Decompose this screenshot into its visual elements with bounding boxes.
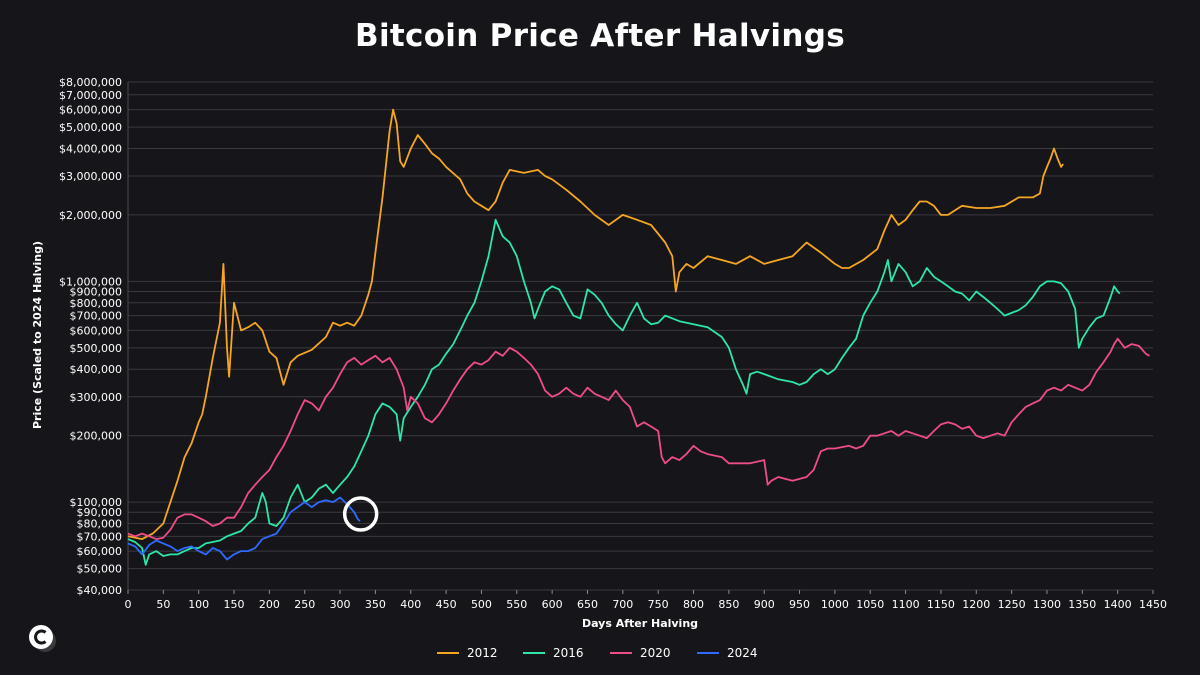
y-tick-label: $80,000 bbox=[77, 518, 123, 531]
legend-label: 2012 bbox=[467, 646, 498, 660]
x-tick-label: 100 bbox=[188, 598, 209, 611]
legend: 2012 2016 2020 2024 bbox=[437, 646, 758, 660]
legend-item-2016: 2016 bbox=[523, 646, 584, 660]
y-axis-label: Price (Scaled to 2024 Halving) bbox=[31, 241, 44, 429]
brand-logo-icon bbox=[26, 622, 56, 652]
y-tick-label: $8,000,000 bbox=[59, 76, 122, 89]
x-tick-label: 1300 bbox=[1033, 598, 1061, 611]
x-tick-label: 0 bbox=[125, 598, 132, 611]
y-tick-label: $800,000 bbox=[70, 297, 123, 310]
series-line-2016 bbox=[127, 218, 1121, 566]
series-line-2024 bbox=[127, 496, 361, 561]
y-tick-label: $3,000,000 bbox=[59, 170, 122, 183]
y-tick-label: $6,000,000 bbox=[59, 104, 122, 117]
x-tick-label: 350 bbox=[365, 598, 386, 611]
y-tick-label: $90,000 bbox=[77, 506, 123, 519]
legend-label: 2016 bbox=[553, 646, 584, 660]
x-tick-labels: 0 50 100 150 200 250 300 350 400 450 500 550 600 650 7… bbox=[125, 598, 1168, 611]
annotation-layer bbox=[342, 496, 379, 532]
chart-title: Bitcoin Price After Halvings bbox=[355, 18, 845, 54]
y-tick-label: $40,000 bbox=[77, 584, 123, 597]
legend-item-2012: 2012 bbox=[437, 646, 498, 660]
y-tick-label: $60,000 bbox=[77, 545, 123, 558]
x-tick-label: 500 bbox=[471, 598, 492, 611]
legend-label: 2020 bbox=[640, 646, 671, 660]
x-tick-label: 150 bbox=[224, 598, 245, 611]
x-tick-label: 450 bbox=[436, 598, 457, 611]
y-tick-label: $7,000,000 bbox=[59, 89, 122, 102]
x-tick-label: 900 bbox=[754, 598, 775, 611]
x-tick-label: 1250 bbox=[998, 598, 1026, 611]
x-tick-label: 1150 bbox=[927, 598, 955, 611]
y-tick-label: $400,000 bbox=[70, 363, 123, 376]
x-tick-label: 1450 bbox=[1139, 598, 1167, 611]
x-tick-label: 550 bbox=[506, 598, 527, 611]
y-tick-label: $70,000 bbox=[77, 530, 123, 543]
x-tick-label: 1200 bbox=[962, 598, 990, 611]
x-tick-label: 600 bbox=[542, 598, 563, 611]
x-axis-label: Days After Halving bbox=[582, 617, 698, 630]
x-tick-label: 1100 bbox=[892, 598, 920, 611]
y-tick-label: $200,000 bbox=[70, 430, 123, 443]
x-tick-label: 50 bbox=[156, 598, 170, 611]
y-tick-label: $2,000,000 bbox=[59, 209, 122, 222]
x-tick-label: 950 bbox=[789, 598, 810, 611]
y-tick-label: $1,000,000 bbox=[59, 275, 122, 288]
y-tick-labels: $40,000 $50,000 $60,000 $70,000$80,000$90,0… bbox=[59, 76, 122, 597]
y-tick-label: $4,000,000 bbox=[59, 142, 122, 155]
legend-item-2020: 2020 bbox=[610, 646, 671, 660]
x-tick-label: 650 bbox=[577, 598, 598, 611]
y-tick-label: $600,000 bbox=[70, 324, 123, 337]
y-tick-label: $900,000 bbox=[70, 285, 123, 298]
legend-item-2024: 2024 bbox=[697, 646, 758, 660]
legend-label: 2024 bbox=[727, 646, 758, 660]
x-tick-label: 750 bbox=[648, 598, 669, 611]
y-tick-label: $500,000 bbox=[70, 342, 123, 355]
y-tick-label: $5,000,000 bbox=[59, 121, 122, 134]
highlight-circle bbox=[342, 496, 379, 532]
series-line-2020 bbox=[127, 337, 1150, 540]
y-tick-label: $300,000 bbox=[70, 391, 123, 404]
series-line-2012 bbox=[127, 108, 1064, 540]
x-tick-label: 700 bbox=[612, 598, 633, 611]
x-tick-label: 400 bbox=[400, 598, 421, 611]
y-tick-label: $700,000 bbox=[70, 310, 123, 323]
x-tick-label: 1000 bbox=[821, 598, 849, 611]
y-tick-label: $50,000 bbox=[77, 563, 123, 576]
gridlines bbox=[127, 81, 1154, 594]
x-tick-label: 1050 bbox=[856, 598, 884, 611]
series-lines bbox=[127, 108, 1150, 566]
x-tick-label: 1350 bbox=[1068, 598, 1096, 611]
x-tick-label: 250 bbox=[294, 598, 315, 611]
x-tick-label: 800 bbox=[683, 598, 704, 611]
x-tick-label: 1400 bbox=[1104, 598, 1132, 611]
x-tick-label: 200 bbox=[259, 598, 280, 611]
x-tick-label: 850 bbox=[718, 598, 739, 611]
y-tick-label: $100,000 bbox=[70, 496, 123, 509]
x-tick-label: 300 bbox=[330, 598, 351, 611]
